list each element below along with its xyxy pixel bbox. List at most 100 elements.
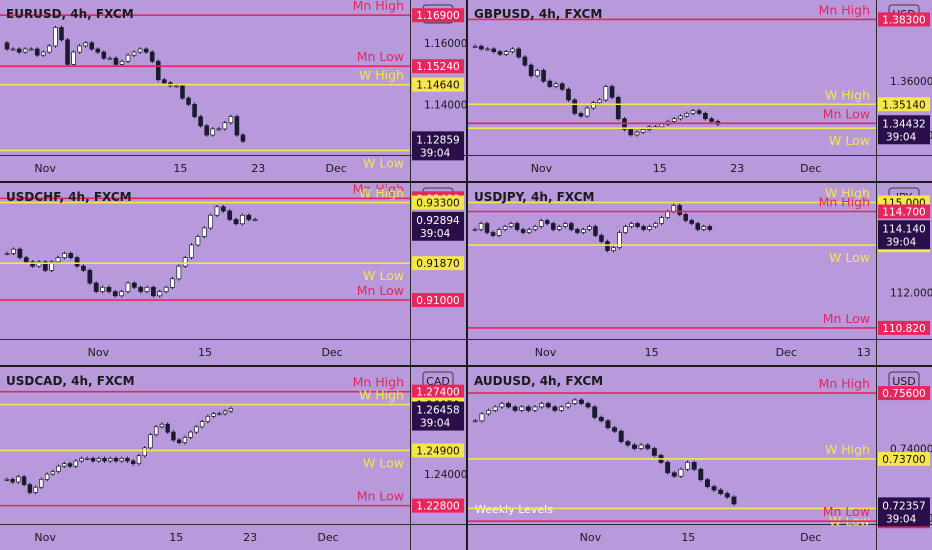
candle (10, 479, 15, 483)
level-price-text: 0.93300 (416, 198, 459, 210)
candle (138, 286, 144, 292)
candle (532, 406, 538, 411)
candle (73, 460, 78, 467)
candle (23, 257, 29, 263)
date-tick-label: Dec (776, 346, 797, 359)
date-tick-label: Dec (317, 531, 338, 544)
level-label: Mn High (353, 375, 404, 390)
candle (502, 226, 508, 230)
candle (11, 248, 16, 254)
watermark: Weekly Levels (475, 503, 553, 516)
last-price-text: 1.34432 (882, 118, 925, 130)
last-price-text: 0.72357 (882, 500, 925, 512)
candle (472, 229, 478, 231)
candle (535, 70, 540, 77)
level-label: Mn High (353, 0, 404, 13)
candle (689, 220, 695, 224)
candle (137, 48, 143, 53)
level-price-text: 1.22800 (416, 501, 459, 513)
candle (182, 257, 188, 267)
date-tick-label: 23 (251, 162, 265, 175)
chart-pane-gbpusd[interactable]: Mn High W High Mn Low W Low GBPUSD, 4h, FXCM… (468, 0, 932, 181)
candle (220, 206, 226, 212)
level-price-text: 1.16900 (416, 10, 459, 22)
candle (484, 223, 490, 233)
candle (598, 416, 604, 422)
level-price-text: 1.38300 (882, 14, 925, 26)
candle (96, 457, 101, 462)
chart-pane-usdcad[interactable]: Mn High W High W Low Mn Low USDCAD, 4h, FXCM… (0, 367, 466, 550)
candle (93, 282, 99, 292)
candle (690, 110, 696, 114)
chart-pane-audusd[interactable]: Mn High W High W Low Mn Low AUDUSD, 4h, FXCM… (468, 367, 932, 550)
date-tick-label: 15 (198, 346, 212, 359)
candle (587, 226, 592, 230)
chart-svg: Mn High W High Mn Low W Low GBPUSD, 4h, FXCM… (468, 0, 932, 181)
candle (575, 229, 580, 233)
date-tick-label: 15 (169, 531, 183, 544)
candle (4, 42, 10, 50)
candle (107, 57, 113, 60)
candle (194, 426, 199, 433)
candle (678, 115, 683, 120)
horizontal-divider-top[interactable] (0, 181, 932, 183)
candle (635, 223, 640, 227)
candle (478, 45, 484, 50)
candle (182, 436, 188, 443)
candle (71, 51, 76, 65)
candle (696, 110, 702, 114)
candle (16, 48, 22, 53)
candle (174, 85, 179, 88)
candle (622, 118, 627, 130)
pane-title: USDCAD, 4h, FXCM (6, 374, 135, 388)
bar-countdown-text: 39:04 (886, 236, 917, 248)
level-label: Mn Low (357, 283, 404, 298)
chart-pane-usdchf[interactable]: Mn High W High W Low Mn Low USDCHF, 4h, FXCM… (0, 183, 466, 365)
candle (609, 86, 615, 98)
candle (492, 406, 498, 411)
candle (89, 42, 95, 50)
level-label: W Low (829, 250, 870, 265)
candle (572, 99, 578, 114)
vertical-divider[interactable] (466, 0, 468, 550)
candle (208, 214, 214, 229)
candle (240, 214, 245, 225)
candle (67, 463, 73, 467)
chart-pane-usdjpy[interactable]: W High Mn High W Low Mn Low USDJPY, 4h, FXCM… (468, 183, 932, 365)
candle (41, 51, 46, 56)
candle (234, 116, 240, 136)
candle (645, 444, 651, 449)
candle (204, 125, 209, 136)
level-price-text: 1.27400 (416, 387, 459, 399)
candle (539, 403, 545, 408)
candle (85, 457, 90, 460)
candle (62, 463, 67, 467)
level-label: Mn High (819, 2, 870, 17)
candle (584, 107, 590, 117)
candle (87, 270, 93, 284)
candle (526, 229, 532, 233)
chart-pane-eurusd[interactable]: Mn High Mn Low W High W Low EURUSD, 4h, FXCM… (0, 0, 466, 181)
candle (704, 479, 710, 487)
candle (597, 99, 602, 103)
last-price-text: 1.26458 (416, 405, 459, 417)
price-tick-label: 1.14000 (424, 99, 466, 111)
bar-countdown-text: 39:04 (886, 513, 917, 525)
last-price-box (412, 401, 464, 431)
horizontal-divider-bottom[interactable] (0, 365, 932, 367)
candle (131, 282, 137, 288)
currency-label: USD (892, 375, 916, 388)
level-price-box (412, 293, 464, 308)
level-label: Mn High (819, 376, 870, 391)
candle (157, 291, 163, 297)
level-price-text: 1.35140 (882, 99, 925, 111)
candle (47, 45, 52, 53)
candle (68, 253, 74, 258)
candle (227, 210, 233, 220)
level-label: Mn Low (357, 489, 404, 504)
level-price-box (412, 498, 464, 513)
candle (490, 232, 496, 236)
date-tick-label: Nov (34, 531, 56, 544)
